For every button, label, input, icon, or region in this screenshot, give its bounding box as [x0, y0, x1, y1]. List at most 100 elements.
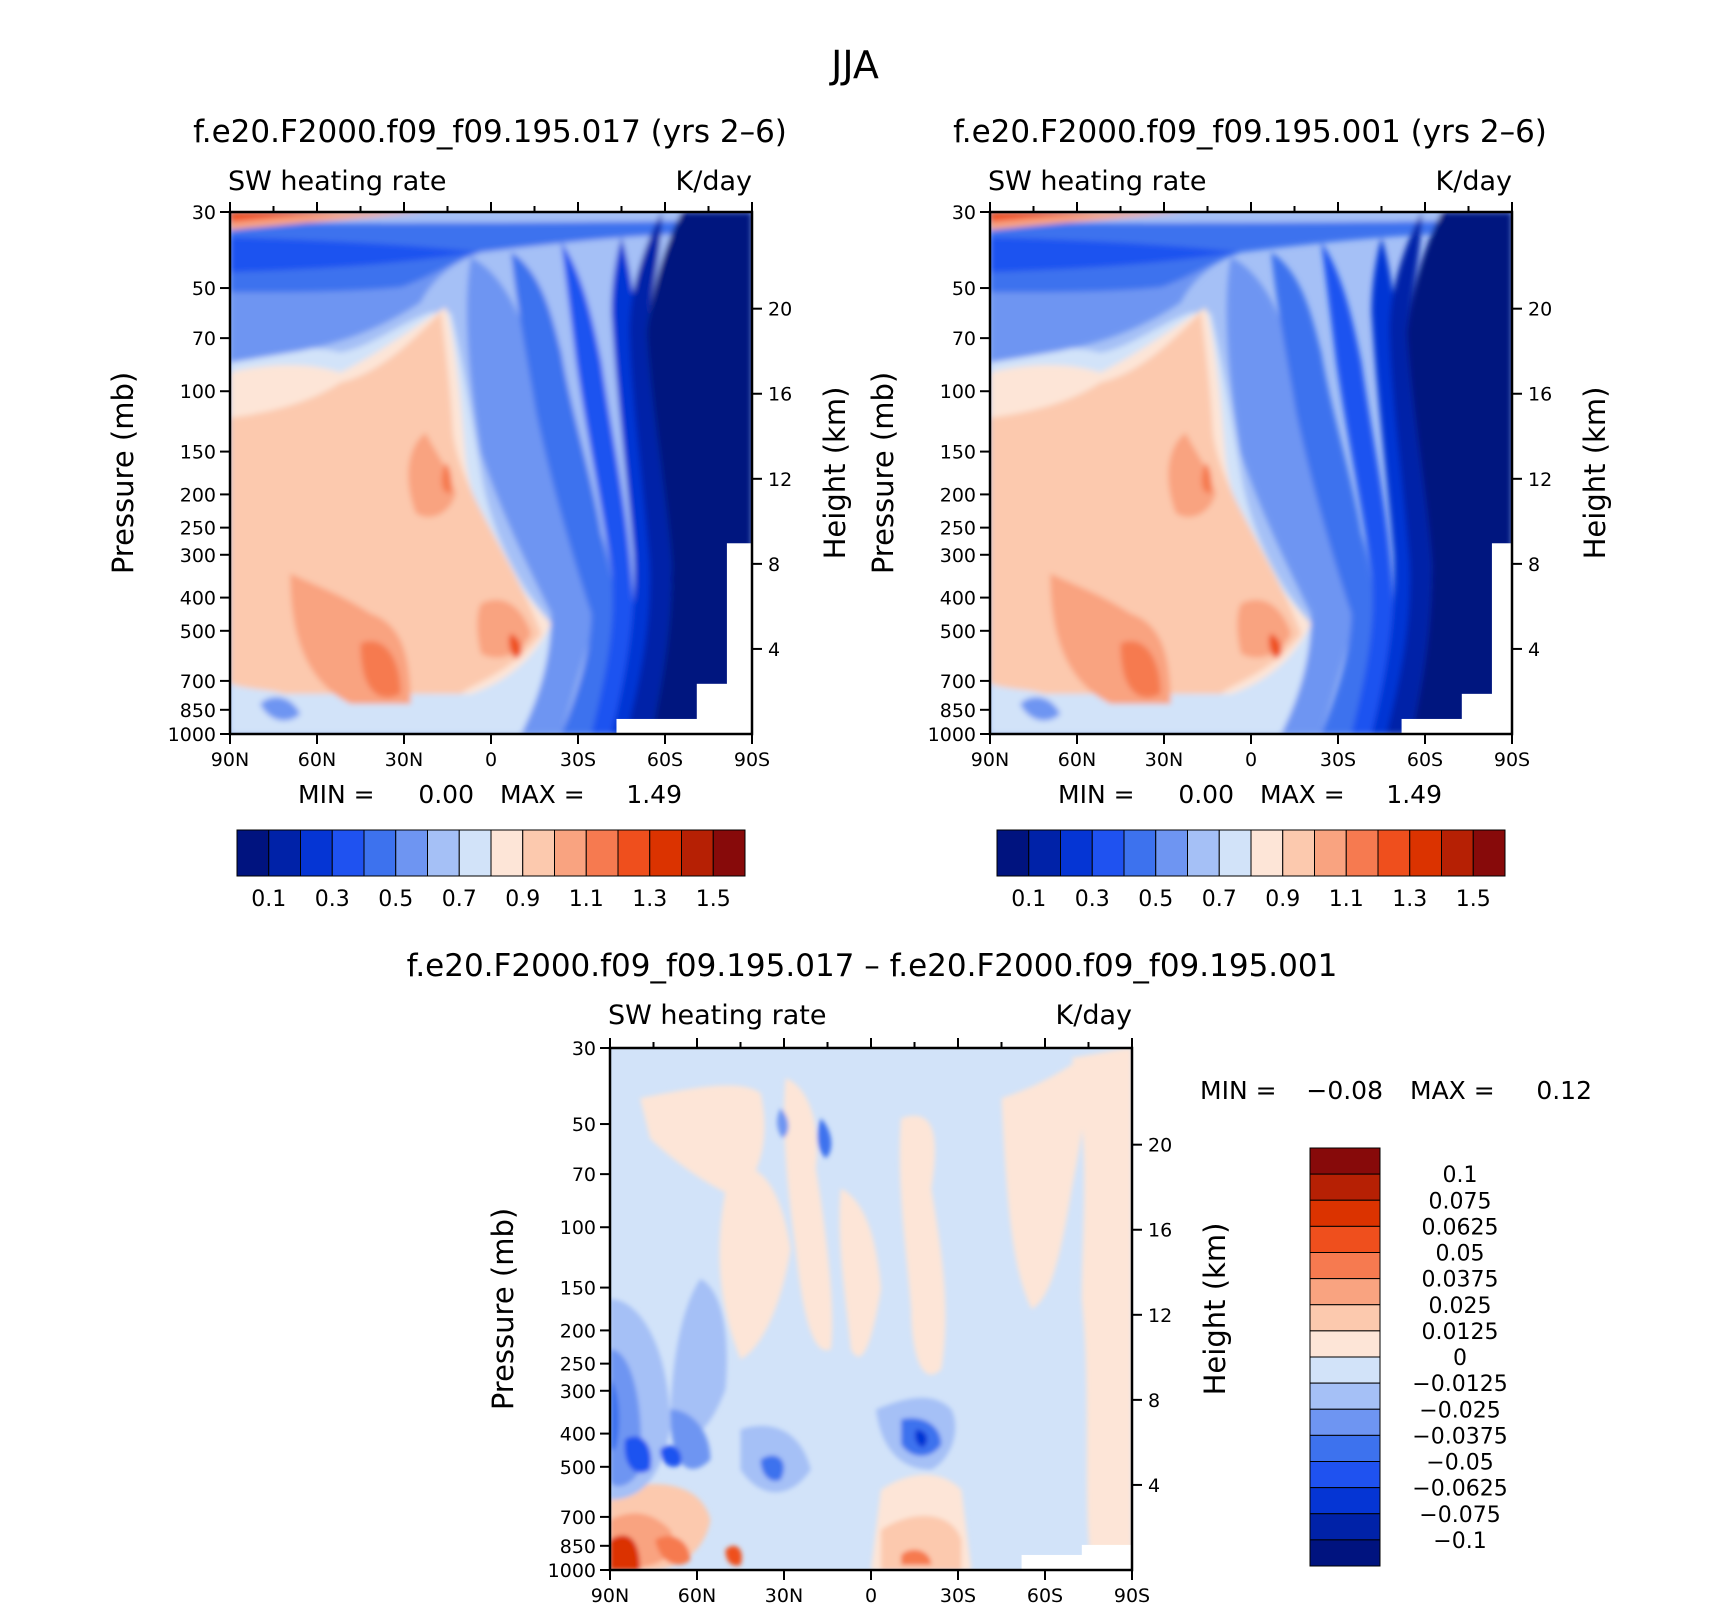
- pressure-tick-label: 150: [940, 442, 976, 464]
- panel-a-max-value: 1.49: [626, 780, 682, 809]
- pressure-tick-label: 500: [180, 621, 216, 643]
- colorbar-box: [1309, 1356, 1381, 1384]
- lat-tick-label: 30S: [560, 749, 596, 771]
- pressure-tick-label: 200: [560, 1320, 596, 1342]
- pressure-tick-label: 150: [180, 442, 216, 464]
- colorbar-box: [331, 829, 365, 877]
- colorbar-box: [1409, 829, 1442, 877]
- colorbar-box: [1377, 829, 1411, 877]
- height-tick-label: 12: [1148, 1305, 1172, 1327]
- panel-c-max-label: MAX =: [1410, 1076, 1495, 1105]
- colorbar-label: 0.7: [1202, 887, 1237, 912]
- colorbar-label: 0.0375: [1422, 1268, 1499, 1293]
- pressure-tick-label: 500: [560, 1457, 596, 1479]
- colorbar-box: [268, 829, 301, 877]
- pressure-tick-label: 300: [560, 1381, 596, 1403]
- colorbar-box: [1309, 1252, 1381, 1280]
- panel-c-plot: [610, 1048, 1132, 1570]
- panel-c-min-value: −0.08: [1306, 1076, 1383, 1105]
- colorbar-label: 1.3: [1392, 887, 1427, 912]
- pressure-tick-label: 50: [572, 1114, 596, 1136]
- lat-tick-label: 90S: [734, 749, 770, 771]
- panel-b-y2label: Height (km): [1578, 387, 1612, 560]
- pressure-tick-label: 100: [180, 381, 216, 403]
- panel-a-units: K/day: [676, 166, 752, 197]
- pressure-tick-label: 850: [940, 700, 976, 722]
- panel-c: f.e20.F2000.f09_f09.195.017 – f.e20.F200…: [407, 948, 1592, 1572]
- colorbar-label: 0.1: [1443, 1163, 1478, 1188]
- colorbar-box: [1250, 829, 1284, 877]
- colorbar-label: 1.3: [632, 887, 667, 912]
- lat-tick-label: 30S: [940, 1585, 976, 1607]
- lat-tick-label: 90N: [211, 749, 249, 771]
- pressure-tick-label: 200: [940, 484, 976, 506]
- colorbar-box: [522, 829, 555, 877]
- panel-a: f.e20.F2000.f09_f09.195.017 (yrs 2–6) SW…: [106, 114, 852, 912]
- height-tick-label: 4: [1148, 1475, 1160, 1497]
- pressure-tick-label: 100: [560, 1217, 596, 1239]
- colorbar-box: [1309, 1225, 1381, 1253]
- axes-layer: 3050701001502002503004005007008501000201…: [168, 202, 1552, 1607]
- colorbar-box: [1309, 1330, 1381, 1358]
- panel-b-units: K/day: [1436, 166, 1512, 197]
- colorbar-box: [996, 829, 1030, 877]
- panel-b-min-label: MIN =: [1058, 780, 1135, 809]
- height-tick-label: 20: [768, 299, 792, 321]
- colorbar-box: [1218, 829, 1252, 877]
- colorbar-label: 1.5: [696, 887, 731, 912]
- colorbar-box: [1309, 1434, 1381, 1462]
- panel-c-title: f.e20.F2000.f09_f09.195.017 – f.e20.F200…: [407, 948, 1338, 984]
- colorbar-label: 0.3: [1075, 887, 1110, 912]
- panel-c-min-label: MIN =: [1200, 1076, 1277, 1105]
- lat-tick-label: 30N: [765, 1585, 803, 1607]
- lat-tick-label: 0: [485, 749, 497, 771]
- height-tick-label: 12: [768, 469, 792, 491]
- lat-tick-label: 60S: [647, 749, 683, 771]
- colorbar-label: 1.5: [1456, 887, 1491, 912]
- colorbar-box: [1472, 829, 1506, 877]
- lat-tick-label: 30N: [1145, 749, 1183, 771]
- lat-tick-label: 30N: [385, 749, 423, 771]
- colorbar-label: 0.5: [378, 887, 413, 912]
- colorbar-label: −0.1: [1433, 1529, 1486, 1554]
- colorbar-box: [490, 829, 524, 877]
- lat-tick-label: 90S: [1494, 749, 1530, 771]
- pressure-tick-label: 300: [940, 545, 976, 567]
- colorbar-label: 1.1: [569, 887, 604, 912]
- panel-c-colorbar: 0.10.0750.06250.050.03750.0250.01250−0.0…: [1309, 1147, 1508, 1567]
- colorbar-label: 1.1: [1329, 887, 1364, 912]
- panel-a-min-label: MIN =: [298, 780, 375, 809]
- pressure-tick-label: 30: [572, 1038, 596, 1060]
- panel-b-max-value: 1.49: [1386, 780, 1442, 809]
- height-tick-label: 16: [1528, 384, 1552, 406]
- colorbar-box: [1309, 1408, 1381, 1436]
- pressure-tick-label: 200: [180, 484, 216, 506]
- pressure-tick-label: 50: [952, 278, 976, 300]
- height-tick-label: 8: [1148, 1390, 1160, 1412]
- pressure-tick-label: 70: [952, 328, 976, 350]
- panel-b: f.e20.F2000.f09_f09.195.001 (yrs 2–6) SW…: [866, 114, 1612, 912]
- pressure-tick-label: 700: [940, 671, 976, 693]
- colorbar-box: [427, 829, 460, 877]
- colorbar-box: [1309, 1304, 1381, 1332]
- panel-c-variable: SW heating rate: [608, 1000, 826, 1031]
- panel-a-max-label: MAX =: [500, 780, 585, 809]
- pressure-tick-label: 50: [192, 278, 216, 300]
- pressure-tick-label: 250: [940, 518, 976, 540]
- colorbar-box: [1028, 829, 1061, 877]
- colorbar-label: 0.0625: [1422, 1215, 1499, 1240]
- colorbar-label: 0.5: [1138, 887, 1173, 912]
- pressure-tick-label: 700: [180, 671, 216, 693]
- colorbar-box: [1309, 1513, 1381, 1541]
- colorbar-label: 0.1: [251, 887, 286, 912]
- colorbar-box: [1309, 1199, 1381, 1227]
- colorbar-box: [1187, 829, 1220, 877]
- colorbar-label: 0.1: [1011, 887, 1046, 912]
- lat-tick-label: 60N: [1058, 749, 1096, 771]
- panel-a-plot: [230, 212, 752, 734]
- height-tick-label: 8: [1528, 554, 1540, 576]
- colorbar-label: 0.025: [1429, 1294, 1492, 1319]
- panel-a-title: f.e20.F2000.f09_f09.195.017 (yrs 2–6): [193, 114, 787, 150]
